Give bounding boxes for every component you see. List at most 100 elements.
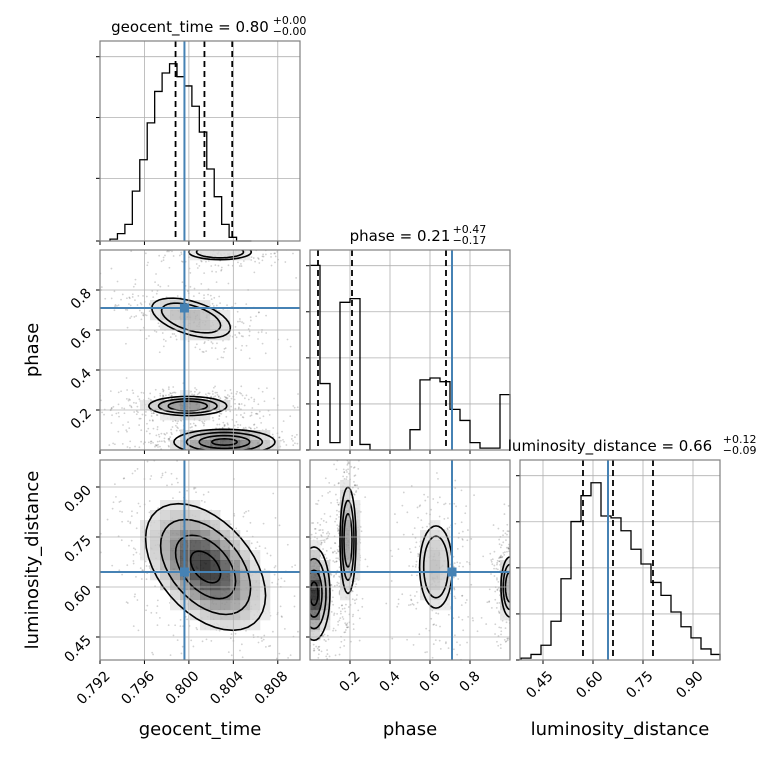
sample-point [460,604,463,607]
density-cell [310,540,321,551]
density-cell [430,560,441,571]
sample-point [203,341,206,343]
sample-point [507,666,509,668]
sample-point [497,527,500,530]
sample-point [406,638,408,641]
sample-point [292,551,294,553]
sample-point [454,487,457,489]
sample-point [110,407,113,410]
sample-point [426,651,428,653]
sample-point [515,594,517,596]
sample-point [456,547,459,550]
sample-point [411,603,414,605]
sample-point [324,640,327,642]
sample-point [134,278,137,281]
sample-point [496,561,499,564]
sample-point [317,499,320,502]
sample-point [454,522,457,525]
sample-point [242,515,245,518]
sample-point [150,415,153,417]
sample-point [336,581,339,584]
sample-point [165,432,168,434]
sample-point [497,580,500,583]
sample-point [432,498,435,500]
sample-point [208,392,211,395]
sample-point [512,540,514,542]
sample-point [338,592,341,595]
sample-point [314,528,316,530]
sample-point [295,607,297,609]
sample-point [328,481,331,484]
sample-point [242,457,244,459]
sample-point [525,595,527,597]
sample-point [306,548,308,550]
sample-point [138,424,141,426]
sample-point [152,412,155,415]
sample-point [513,593,515,595]
sample-point [174,424,177,427]
sample-point [514,532,516,534]
density-cell [320,560,331,571]
sample-point [112,501,115,504]
sample-point [512,562,514,564]
sample-point [174,335,177,337]
sample-point [194,464,196,466]
sample-point [459,644,461,646]
sample-point [186,290,189,293]
sample-point [234,302,237,305]
density-cell [250,550,261,561]
sample-point [303,591,305,593]
sample-point [240,392,243,395]
sample-point [281,616,283,618]
sample-point [313,649,316,652]
sample-point [180,251,183,254]
sample-point [95,413,97,415]
sample-point [180,260,183,263]
sample-point [301,563,303,565]
sample-point [306,569,308,571]
sample-point [305,622,307,624]
sample-point [322,548,324,550]
sample-point [167,444,170,447]
density-cell [230,610,241,621]
sample-point [320,541,323,544]
density-cell [200,330,211,341]
density-cell [310,560,321,571]
sample-point [318,648,321,651]
sample-point [116,280,119,283]
sample-point [334,542,337,545]
sample-point [332,596,334,599]
sample-point [121,451,123,453]
sample-point [167,624,170,627]
sample-point [222,244,224,246]
sample-point [318,669,320,671]
sample-point [239,424,242,426]
sample-point [339,612,342,615]
sample-point [330,610,333,613]
sample-point [332,627,335,630]
sample-point [347,461,350,464]
sample-point [134,470,136,472]
sample-point [241,656,244,659]
sample-point [515,589,517,591]
sample-point [141,413,144,416]
sample-point [219,412,221,415]
sample-point [340,604,343,607]
sample-point [155,444,158,447]
sample-point [237,320,239,323]
sample-point [493,550,496,553]
sample-point [517,574,519,576]
sample-point [322,531,324,534]
density-cell [430,570,441,581]
sample-point [229,389,232,391]
sample-point [148,511,151,514]
density-cell [240,570,251,581]
sample-point [335,509,338,512]
sample-point [467,529,469,531]
sample-point [356,441,358,443]
sample-point [528,595,530,597]
sample-point [227,282,230,285]
density-cell [160,570,171,581]
sample-point [142,312,145,315]
sample-point [332,551,334,553]
